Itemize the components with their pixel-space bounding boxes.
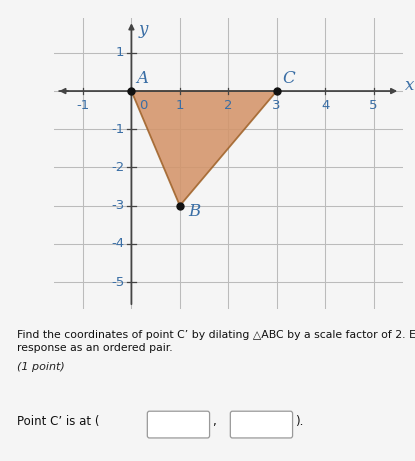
Text: 5: 5	[369, 100, 378, 112]
Text: 3: 3	[272, 100, 281, 112]
Text: A: A	[136, 70, 148, 87]
Text: response as an ordered pair.: response as an ordered pair.	[17, 343, 172, 354]
Text: 4: 4	[321, 100, 329, 112]
FancyBboxPatch shape	[230, 411, 293, 438]
Text: -1: -1	[111, 123, 124, 136]
Text: ,: ,	[212, 415, 215, 428]
Text: -4: -4	[111, 237, 124, 250]
Text: C: C	[283, 70, 295, 87]
Text: 1: 1	[116, 47, 124, 59]
Text: B: B	[188, 203, 201, 220]
Text: -5: -5	[111, 276, 124, 289]
FancyBboxPatch shape	[147, 411, 210, 438]
Text: 0: 0	[139, 100, 147, 112]
Text: (1 point): (1 point)	[17, 362, 64, 372]
Text: -3: -3	[111, 199, 124, 212]
Text: 1: 1	[176, 100, 184, 112]
Text: ).: ).	[295, 415, 303, 428]
Text: -1: -1	[76, 100, 90, 112]
Text: Point C’ is at (: Point C’ is at (	[17, 415, 99, 428]
Polygon shape	[132, 91, 277, 206]
Text: 2: 2	[224, 100, 232, 112]
Text: y: y	[139, 22, 148, 39]
Text: x: x	[405, 77, 414, 94]
Text: -2: -2	[111, 161, 124, 174]
Text: Find the coordinates of point C’ by dilating △ABC by a scale factor of 2. Enter : Find the coordinates of point C’ by dila…	[17, 330, 415, 340]
